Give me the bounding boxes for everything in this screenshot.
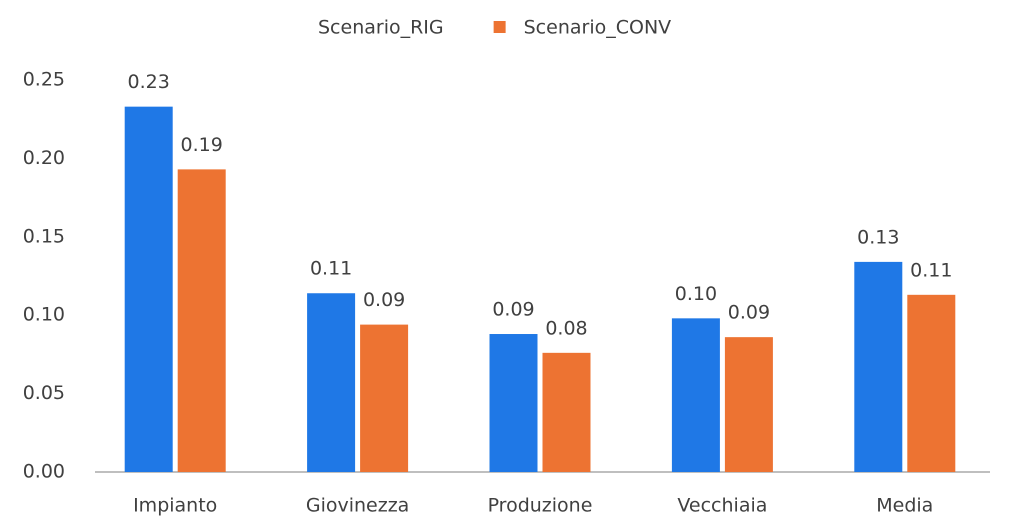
x-tick-label: Vecchiaia	[677, 495, 767, 517]
data-label: 0.11	[910, 259, 952, 281]
y-tick-label: 0.20	[23, 147, 65, 169]
y-tick-label: 0.25	[23, 69, 65, 91]
data-label: 0.11	[310, 258, 352, 280]
bar	[307, 293, 356, 472]
bar	[124, 106, 173, 472]
x-tick-label: Media	[876, 495, 933, 517]
data-label: 0.13	[857, 226, 899, 248]
data-label: 0.23	[128, 71, 170, 93]
bar	[671, 318, 720, 472]
legend-label: Scenario_RIG	[318, 17, 444, 39]
bar	[724, 337, 773, 472]
data-label: 0.09	[728, 302, 770, 324]
bar	[542, 352, 591, 472]
y-tick-label: 0.10	[23, 304, 65, 326]
data-label: 0.19	[181, 134, 223, 156]
bar	[854, 261, 903, 472]
legend-marker	[493, 21, 506, 33]
y-tick-label: 0.00	[23, 461, 65, 483]
x-tick-label: Giovinezza	[306, 495, 409, 517]
bar	[177, 169, 226, 472]
data-label: 0.09	[363, 289, 405, 311]
bar	[907, 294, 956, 472]
x-tick-label: Impianto	[133, 495, 217, 517]
x-tick-label: Produzione	[488, 495, 593, 517]
y-tick-label: 0.05	[23, 382, 65, 404]
data-label: 0.09	[492, 299, 534, 321]
bar	[360, 324, 409, 472]
bar	[489, 334, 538, 472]
legend-label: Scenario_CONV	[524, 17, 672, 39]
data-label: 0.10	[675, 283, 717, 305]
data-label: 0.08	[545, 317, 587, 339]
y-tick-label: 0.15	[23, 225, 65, 247]
